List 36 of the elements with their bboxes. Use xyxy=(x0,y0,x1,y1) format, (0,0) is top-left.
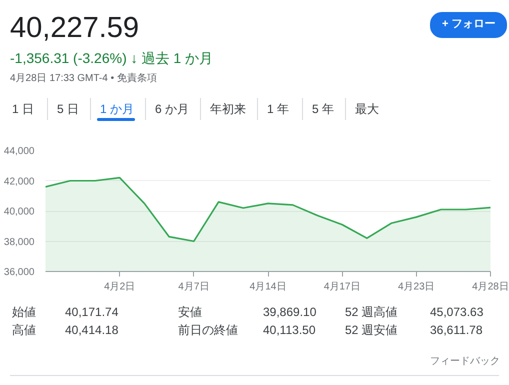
text: 45,073.63 xyxy=(430,304,484,321)
text: + フォロー xyxy=(430,12,508,38)
text: 36,611.78 xyxy=(430,322,482,339)
text: 40,113.50 xyxy=(263,322,316,339)
text: 4月28日 17:33 GMT-4 • 免責条項 xyxy=(10,72,157,86)
text: 40,414.18 xyxy=(65,322,118,339)
text: 1 年 xyxy=(267,101,290,118)
text: フィードバック xyxy=(430,355,500,369)
text: 最大 xyxy=(355,101,379,118)
x-tick-label: 4月7日 xyxy=(178,282,210,292)
chart-title: 40,227.59 xyxy=(10,11,140,46)
text: 1 日 xyxy=(12,101,34,118)
y-tick-label: 42,000 xyxy=(4,176,35,188)
text: 年初来 xyxy=(210,101,246,118)
text: 前日の終値 xyxy=(178,322,238,339)
text: 39,869.10 xyxy=(263,304,316,321)
text: 52 週安値 xyxy=(345,322,398,339)
text: 40,171.74 xyxy=(65,304,118,321)
text: 安値 xyxy=(178,304,202,321)
y-tick-label: 44,000 xyxy=(4,146,35,157)
x-tick-label: 4月14日 xyxy=(250,282,286,292)
text: 1 か月 xyxy=(100,101,134,118)
y-tick-label: 38,000 xyxy=(4,236,35,248)
x-tick-label: 4月2日 xyxy=(104,282,136,292)
x-tick-label: 4月28日 xyxy=(472,282,509,292)
x-tick-label: 4月17日 xyxy=(324,282,361,292)
chart-subtitle: -1,356.31 (-3.26%) ↓ 過去 1 か月 xyxy=(10,49,214,68)
text: 高値 xyxy=(12,322,36,339)
text: 始値 xyxy=(12,304,36,321)
text: 5 年 xyxy=(312,101,334,118)
y-tick-label: 40,000 xyxy=(4,206,35,218)
y-tick-label: 36,000 xyxy=(4,267,35,278)
text: 6 か月 xyxy=(155,101,190,118)
text: 52 週高値 xyxy=(345,304,398,321)
x-tick-label: 4月23日 xyxy=(398,282,435,292)
text: 5 日 xyxy=(57,101,80,118)
